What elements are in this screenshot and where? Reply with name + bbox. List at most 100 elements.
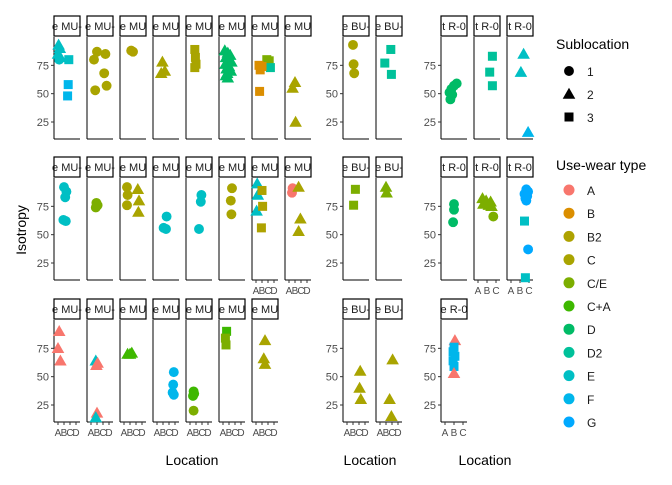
data-point [226, 209, 237, 220]
facet-strip [152, 15, 180, 37]
facet-strip [53, 298, 81, 320]
data-point [379, 180, 393, 192]
data-point [354, 393, 368, 405]
y-tick-label: 75 [37, 201, 49, 213]
x-tick-label: C [231, 428, 238, 439]
data-point [385, 410, 398, 422]
legend-usewear-key [563, 346, 575, 358]
facet-strip [119, 298, 147, 320]
data-point [227, 183, 237, 194]
data-point [353, 381, 366, 393]
facet-strip [440, 298, 468, 320]
legend-usewear-label: F [587, 393, 594, 407]
y-tick-label: 25 [326, 117, 338, 129]
x-tick-label: C [492, 286, 499, 297]
data-point [255, 86, 265, 96]
data-point [222, 326, 232, 336]
data-point [190, 44, 200, 54]
y-tick-label: 50 [424, 230, 436, 242]
facet-strip [473, 15, 501, 37]
data-point [54, 354, 67, 366]
x-tick-label: D [394, 428, 401, 439]
data-point [380, 186, 393, 198]
facet-strip-label: e MU- [52, 304, 82, 316]
facet-strip-label: e BU- [375, 162, 403, 174]
data-point [63, 80, 73, 90]
legend-sublocation-title: Sublocation [556, 36, 629, 52]
x-tick-label: B [517, 286, 524, 297]
x-tick-label: C [525, 286, 532, 297]
x-axis-title-right: Location [459, 452, 512, 468]
x-tick-label: C [388, 428, 395, 439]
data-point [383, 393, 396, 405]
data-point [122, 200, 132, 211]
y-tick-label: 75 [326, 201, 338, 213]
data-point [168, 379, 179, 390]
data-point [250, 177, 264, 189]
facet-strip [506, 15, 534, 37]
data-point [258, 201, 268, 211]
x-tick-label: C [355, 428, 362, 439]
x-tick-label: D [171, 428, 178, 439]
data-point [125, 346, 139, 358]
y-tick-label: 75 [424, 201, 436, 213]
legend-usewear-items: AB B2 C C/E C+A D D2 EFG [563, 184, 611, 430]
x-tick-label: C [165, 428, 172, 439]
data-point [265, 63, 275, 73]
data-point [90, 202, 101, 213]
legend-usewear-title: Use-wear type [556, 157, 646, 173]
data-point [445, 94, 456, 105]
facet-strip-label: e MU- [85, 21, 115, 33]
data-point [488, 211, 499, 222]
x-tick-label: C [459, 428, 466, 439]
data-point [63, 91, 73, 101]
x-tick-label: C [198, 428, 205, 439]
facet-strip-label: e BU- [375, 304, 403, 316]
facet-strip-label: e MU- [85, 304, 115, 316]
facet-strip-label: e MU [252, 304, 278, 316]
data-point [189, 388, 200, 399]
data-point [188, 405, 199, 416]
legend-usewear-label: D [587, 323, 596, 337]
y-tick-label: 75 [424, 60, 436, 72]
facet-strip [375, 15, 403, 37]
data-point [221, 340, 231, 350]
data-point [194, 224, 204, 234]
data-point [51, 342, 65, 354]
data-point [520, 273, 530, 283]
data-point [380, 58, 390, 68]
x-tick-label: B [61, 428, 68, 439]
facet-strip [473, 156, 501, 178]
data-point [292, 180, 305, 192]
data-point [132, 194, 146, 206]
x-tick-label: A [55, 428, 62, 439]
y-tick-label: 25 [424, 400, 436, 412]
facet-strip [440, 156, 468, 178]
data-point [190, 52, 200, 62]
data-point [255, 65, 265, 75]
facet-strip [440, 15, 468, 37]
facet-strip-label: t R-0 [508, 162, 532, 174]
legend-sublocation-label: 3 [587, 111, 594, 125]
y-tick-label: 50 [37, 372, 49, 384]
data-point [450, 351, 460, 361]
data-point [225, 195, 236, 206]
x-tick-label: A [253, 286, 260, 297]
data-point [92, 46, 102, 57]
data-point [64, 55, 74, 65]
facet-strip [185, 15, 213, 37]
facet-strip [86, 15, 114, 37]
facet-strip-label: e MU [153, 21, 179, 33]
data-point [99, 68, 110, 79]
facet-strip-label: e MU [219, 21, 245, 33]
facet-strip-label: e MU- [52, 21, 82, 33]
x-tick-label: A [88, 428, 95, 439]
facet-strip [218, 156, 246, 178]
y-tick-label: 25 [37, 258, 49, 270]
y-tick-label: 25 [424, 258, 436, 270]
data-point [292, 224, 305, 236]
data-point [161, 211, 172, 222]
legend-usewear-label: C/E [587, 277, 607, 291]
data-point [487, 81, 497, 91]
x-tick-label: C [132, 428, 139, 439]
